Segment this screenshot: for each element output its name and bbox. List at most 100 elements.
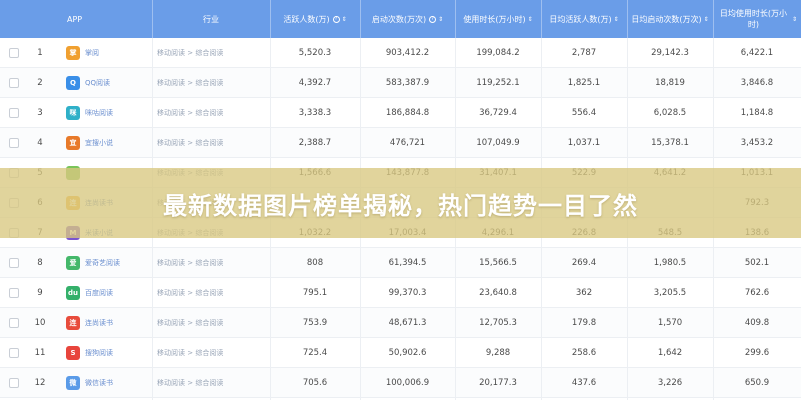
header-divider [541,0,542,38]
sort-icon[interactable]: ⇕ [527,15,533,23]
table-row[interactable]: 1 掌掌阅 移动阅读 > 综合阅读 5,520.3 903,412.2 199,084.2… [0,38,801,68]
industry-category: 移动阅读 > 综合阅读 [157,349,224,357]
app-name-link[interactable]: 爱奇艺阅读 [85,259,120,267]
table-row[interactable]: 2 Q QQ阅读 移动阅读 > 综合阅读 4,392.7 583,387.9 119,252… [0,68,801,98]
metric-daily-usage: 650.9 [744,378,770,388]
row-checkbox[interactable] [9,348,19,358]
app-cell[interactable]: 咪咪咕阅读 [66,98,152,128]
sort-icon[interactable]: ⇕ [341,15,347,23]
metric-usage: 107,049.9 [476,138,520,148]
metric-usage: 9,288 [485,348,511,358]
metric-daily-usage: 762.6 [744,288,770,298]
header-daily-launch[interactable]: 日均启动次数(万次) ⇕ [631,14,709,24]
app-name-link[interactable]: 百度阅读 [85,289,113,297]
row-checkbox[interactable] [9,288,19,298]
app-cell[interactable]: 微微信读书 [66,368,152,398]
metric-daily-usage: 502.1 [744,258,770,268]
banner-title: 最新数据图片榜单揭秘，热门趋势一目了然 [163,191,638,220]
industry-category: 移动阅读 > 综合阅读 [157,139,224,147]
row-checkbox[interactable] [9,108,19,118]
app-cell[interactable]: 爱爱奇艺阅读 [66,248,152,278]
row-checkbox[interactable] [9,48,19,58]
rank-number: 2 [37,78,43,88]
app-name-link[interactable]: 宜搜小说 [85,139,113,147]
app-logo-icon: du [66,286,80,300]
sort-icon[interactable]: ⇕ [791,15,797,23]
app-name-link[interactable]: 搜狗阅读 [85,349,113,357]
metric-launch: 903,412.2 [385,48,430,58]
table-row[interactable]: 8 爱爱奇艺阅读 移动阅读 > 综合阅读 808 61,394.5 15,566.5 269… [0,248,801,278]
metric-daily-active: 2,787 [571,48,597,58]
metric-active: 795.1 [302,288,328,298]
rank-number: 11 [34,348,46,358]
table-row[interactable]: 10 连连尚读书 移动阅读 > 综合阅读 753.9 48,671.3 12,705.3 1… [0,308,801,338]
metric-launch: 583,387.9 [385,78,430,88]
app-cell[interactable]: 宜宜搜小说 [66,128,152,158]
row-checkbox[interactable] [9,378,19,388]
metric-daily-active: 437.6 [571,378,597,388]
metric-launch: 99,370.3 [388,288,427,298]
table-row[interactable]: 11 S 搜狗阅读 移动阅读 > 综合阅读 725.4 50,902.6 9,288 258.… [0,338,801,368]
row-checkbox[interactable] [9,138,19,148]
metric-active: 808 [306,258,324,268]
app-cell[interactable]: du 百度阅读 [66,278,152,308]
sort-icon[interactable]: ⇕ [613,15,619,23]
header-active-users[interactable]: 活跃人数(万)? ⇕ [283,14,347,24]
metric-daily-usage: 6,422.1 [740,48,774,58]
app-name-link[interactable]: 微信读书 [85,379,113,387]
header-daily-active[interactable]: 日均活跃人数(万) ⇕ [549,14,619,24]
app-cell[interactable]: 掌掌阅 [66,38,152,68]
header-usage-time[interactable]: 使用时长(万小时) ⇕ [463,14,533,24]
table-row[interactable]: 4 宜宜搜小说 移动阅读 > 综合阅读 2,388.7 476,721 107,049.9… [0,128,801,158]
metric-daily-usage: 299.6 [744,348,770,358]
app-logo-icon: 掌 [66,46,80,60]
metric-daily-launch: 1,570 [657,318,683,328]
metric-active: 3,338.3 [298,108,332,118]
metric-launch: 48,671.3 [388,318,427,328]
app-cell[interactable]: Q QQ阅读 [66,68,152,98]
header-daily-usage[interactable]: 日均使用时长(万小时) ⇕ [719,9,797,29]
app-cell[interactable]: 连连尚读书 [66,308,152,338]
row-checkbox[interactable] [9,258,19,268]
metric-launch: 100,006.9 [385,378,430,388]
sort-icon[interactable]: ⇕ [703,15,709,23]
table-row[interactable]: 9 du 百度阅读 移动阅读 > 综合阅读 795.1 99,370.3 23,640.8 3… [0,278,801,308]
metric-daily-launch: 1,980.5 [653,258,687,268]
app-name-link[interactable]: QQ阅读 [85,79,111,87]
metric-usage: 36,729.4 [479,108,517,118]
app-cell[interactable]: S 搜狗阅读 [66,338,152,368]
metric-daily-usage: 1,184.8 [740,108,774,118]
table-row[interactable]: 3 咪咪咕阅读 移动阅读 > 综合阅读 3,338.3 186,884.8 36,729.… [0,98,801,128]
metric-daily-launch: 1,642 [657,348,683,358]
metric-daily-launch: 29,142.3 [651,48,689,58]
app-logo-icon: S [66,346,80,360]
metric-daily-active: 362 [575,288,593,298]
app-name-link[interactable]: 咪咕阅读 [85,109,113,117]
header-app[interactable]: APP [67,14,83,24]
sort-icon[interactable]: ⇕ [438,15,444,23]
app-logo-icon: 爱 [66,256,80,270]
metric-usage: 119,252.1 [476,78,520,88]
row-checkbox[interactable] [9,318,19,328]
metric-active: 753.9 [302,318,328,328]
header-divider [713,0,714,38]
metric-daily-usage: 3,846.8 [740,78,774,88]
metric-daily-launch: 3,205.5 [653,288,687,298]
app-logo-icon: 连 [66,316,80,330]
app-name-link[interactable]: 连尚读书 [85,319,113,327]
rank-number: 3 [37,108,43,118]
table-row[interactable]: 12 微微信读书 移动阅读 > 综合阅读 705.6 100,006.9 20,177.3… [0,368,801,398]
metric-daily-active: 1,037.1 [567,138,601,148]
metric-active: 2,388.7 [298,138,332,148]
metric-daily-active: 1,825.1 [567,78,601,88]
headline-banner: 最新数据图片榜单揭秘，热门趋势一目了然 [0,168,801,238]
header-divider [270,0,271,38]
metric-active: 5,520.3 [298,48,332,58]
industry-category: 移动阅读 > 综合阅读 [157,109,224,117]
header-industry[interactable]: 行业 [203,14,219,24]
row-checkbox[interactable] [9,78,19,88]
metric-usage: 15,566.5 [479,258,517,268]
header-launch-count[interactable]: 启动次数(万次)? ⇕ [371,14,444,24]
app-name-link[interactable]: 掌阅 [85,49,99,57]
rank-number: 8 [37,258,43,268]
